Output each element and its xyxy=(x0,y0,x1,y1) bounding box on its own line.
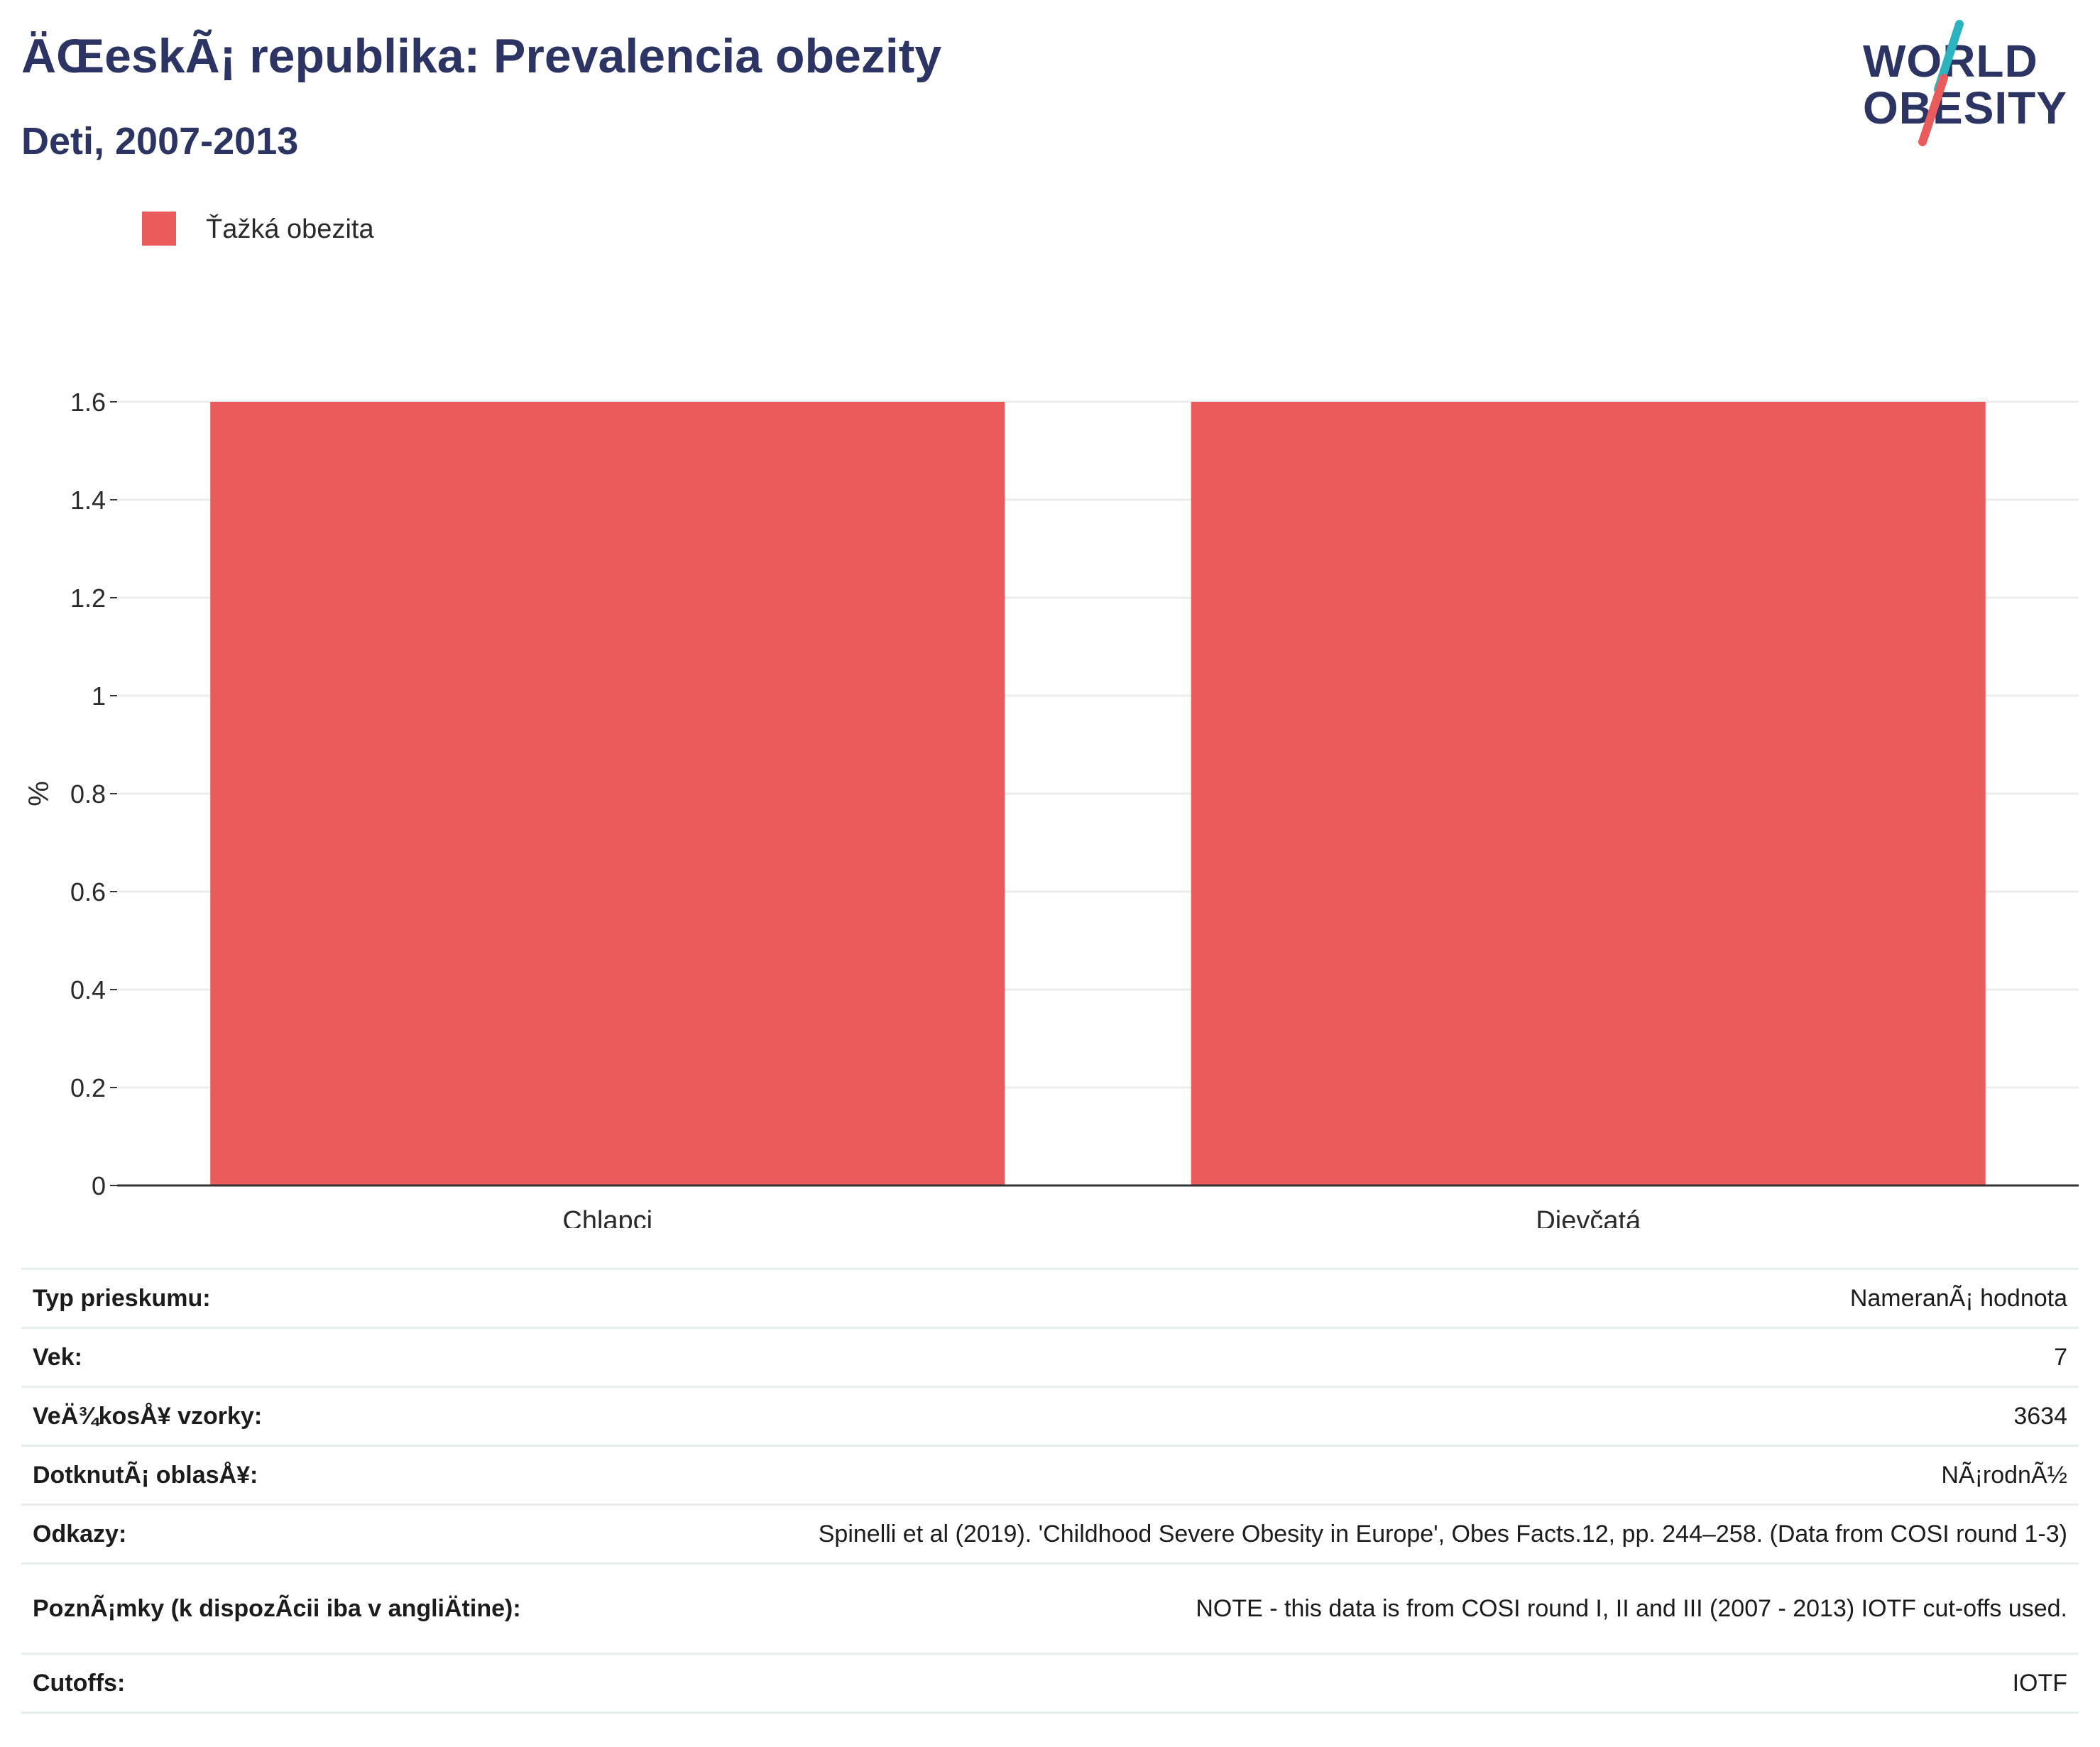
info-label: Vek: xyxy=(21,1342,530,1373)
info-label: PoznÃ¡mky (k dispozÃcii iba v angliÄtin… xyxy=(21,1593,530,1624)
info-value: NÃ¡rodnÃ½ xyxy=(1941,1460,2079,1491)
y-tick-label: 0.4 xyxy=(70,975,106,1004)
bar xyxy=(1191,402,1986,1185)
info-row: Odkazy: Spinelli et al (2019). 'Childhood… xyxy=(21,1504,2079,1562)
info-value: NOTE - this data is from COSI round I, I… xyxy=(1196,1593,2079,1624)
y-tick-label: 0.8 xyxy=(70,779,106,809)
info-row: PoznÃ¡mky (k dispozÃcii iba v angliÄtin… xyxy=(21,1562,2079,1653)
x-tick-label: Chlapci xyxy=(562,1206,652,1228)
bar-chart: 0 0.2 0.4 0.6 0.8 1 1.2 1.4 1.6% Chlapci Dievčatá xyxy=(0,355,2100,1228)
info-value: NameranÃ¡ hodnota xyxy=(1850,1283,2079,1314)
logo-slash-icon xyxy=(1846,20,2087,148)
info-row: Typ prieskumu: NameranÃ¡ hodnota xyxy=(21,1268,2079,1327)
page-subtitle: Deti, 2007-2013 xyxy=(21,119,298,163)
page-title: ÄŒeskÃ¡ republika: Prevalencia obezity xyxy=(21,28,941,84)
y-tick-label: 0.6 xyxy=(70,877,106,907)
y-tick-label: 0.2 xyxy=(70,1073,106,1102)
info-row: VeÄ¾kosÅ¥ vzorky: 3634 xyxy=(21,1386,2079,1445)
y-tick-label: 1.6 xyxy=(70,388,106,417)
y-tick-label: 1.2 xyxy=(70,584,106,613)
info-row: Vek: 7 xyxy=(21,1327,2079,1386)
info-value: Spinelli et al (2019). 'Childhood Severe… xyxy=(819,1518,2079,1550)
x-tick-label: Dievčatá xyxy=(1536,1206,1641,1228)
world-obesity-logo: WORLD OBESITY xyxy=(1846,20,2087,148)
info-value: IOTF xyxy=(2013,1667,2079,1699)
info-label: Odkazy: xyxy=(21,1518,530,1550)
survey-info-table: Typ prieskumu: NameranÃ¡ hodnota Vek: 7 VeÄ¾… xyxy=(21,1268,2079,1714)
y-tick-label: 1.4 xyxy=(70,486,106,515)
bar xyxy=(210,402,1005,1185)
info-value: 3634 xyxy=(2013,1401,2079,1432)
y-tick-label: 0 xyxy=(92,1171,106,1200)
info-value: 7 xyxy=(2054,1342,2079,1373)
info-label: Cutoffs: xyxy=(21,1667,530,1699)
y-axis-title: % xyxy=(23,781,55,806)
info-label: Typ prieskumu: xyxy=(21,1283,530,1314)
legend-swatch xyxy=(142,212,176,246)
info-row: DotknutÃ¡ oblasÅ¥: NÃ¡rodnÃ½ xyxy=(21,1445,2079,1504)
legend-label: Ťažká obezita xyxy=(206,214,374,245)
y-tick-label: 1 xyxy=(92,681,106,711)
info-label: DotknutÃ¡ oblasÅ¥: xyxy=(21,1460,530,1491)
info-label: VeÄ¾kosÅ¥ vzorky: xyxy=(21,1401,530,1432)
info-row: Cutoffs: IOTF xyxy=(21,1653,2079,1714)
